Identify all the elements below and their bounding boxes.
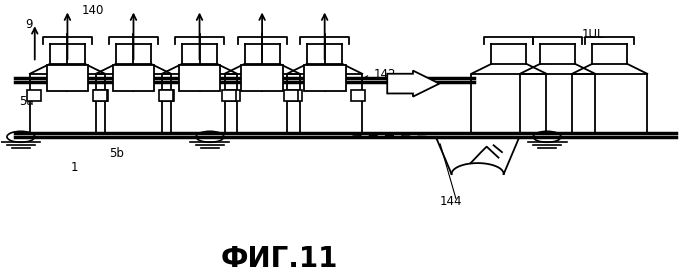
Bar: [179, 65, 221, 91]
Bar: [351, 90, 365, 101]
Bar: [226, 90, 240, 101]
Text: 140: 140: [82, 4, 104, 18]
Text: 9: 9: [26, 18, 34, 31]
Bar: [304, 65, 346, 91]
Text: 1: 1: [71, 161, 78, 174]
Bar: [93, 90, 107, 101]
Text: 5a: 5a: [19, 95, 34, 108]
Bar: [94, 90, 107, 101]
Text: 144: 144: [439, 195, 462, 208]
Bar: [27, 90, 41, 101]
Text: ФИГ.11: ФИГ.11: [221, 245, 338, 273]
Bar: [242, 65, 283, 91]
Bar: [222, 90, 236, 101]
Bar: [47, 65, 88, 91]
Bar: [159, 90, 173, 101]
Text: 1UL: 1UL: [582, 28, 604, 41]
FancyArrow shape: [387, 71, 439, 97]
Bar: [112, 65, 154, 91]
Text: 142: 142: [373, 68, 396, 81]
Bar: [160, 90, 174, 101]
Bar: [284, 90, 298, 101]
Text: 5b: 5b: [109, 147, 124, 160]
Bar: [288, 90, 302, 101]
